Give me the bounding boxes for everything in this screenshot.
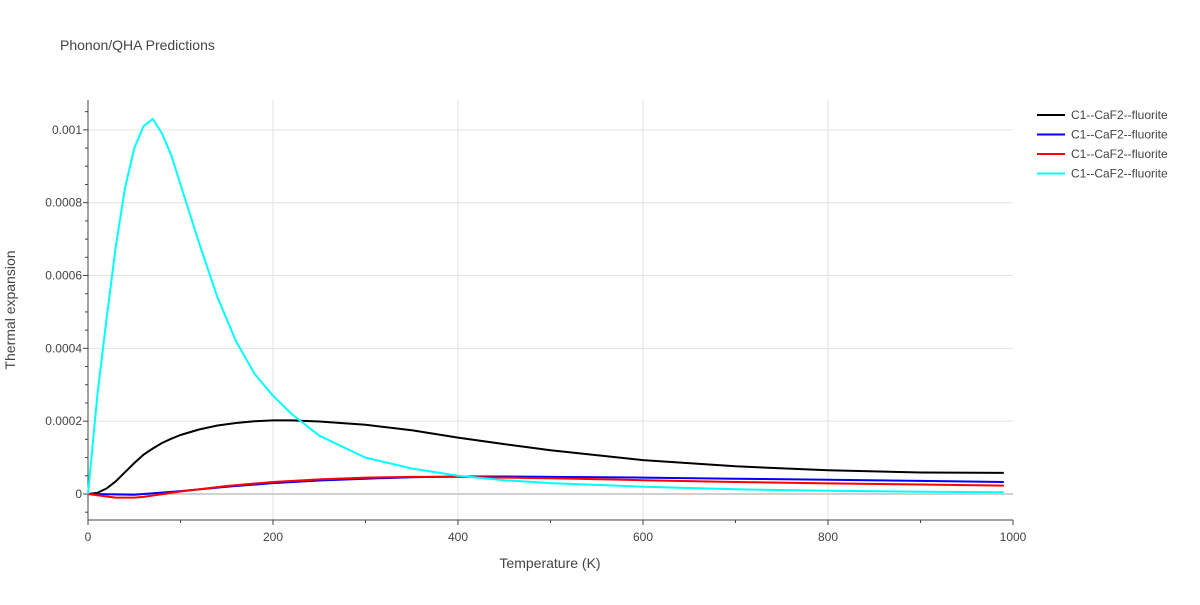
x-tick-label: 0 [85, 530, 92, 544]
legend-item-1[interactable]: C1--CaF2--fluorite [1037, 128, 1168, 142]
legend-label: C1--CaF2--fluorite [1071, 128, 1168, 142]
legend-item-2[interactable]: C1--CaF2--fluorite [1037, 147, 1168, 161]
y-tick-label: 0.0004 [45, 341, 82, 355]
y-tick-label: 0 [75, 487, 82, 501]
x-axis-label: Temperature (K) [499, 555, 600, 571]
x-tick-label: 600 [633, 530, 653, 544]
x-tick-label: 800 [818, 530, 838, 544]
series-line-2 [87, 475, 1004, 499]
legend-label: C1--CaF2--fluorite [1071, 147, 1168, 161]
legend-label: C1--CaF2--fluorite [1071, 108, 1168, 122]
y-axis-label: Thermal expansion [2, 250, 18, 369]
grid [88, 100, 1013, 520]
y-tick-label: 0.001 [52, 123, 82, 137]
axes: 0 200 400 600 800 1000 0 0.0002 0.0004 0.0006 0.00… [45, 100, 1027, 544]
legend-item-3[interactable]: C1--CaF2--fluorite [1037, 167, 1168, 181]
legend-item-0[interactable]: C1--CaF2--fluorite [1037, 108, 1168, 122]
y-tick-label: 0.0002 [45, 414, 82, 428]
series-lines [87, 117, 1004, 499]
x-tick-label: 200 [263, 530, 283, 544]
series-line-0 [87, 419, 1004, 495]
legend-label: C1--CaF2--fluorite [1071, 167, 1168, 181]
x-tick-label: 400 [448, 530, 468, 544]
y-tick-label: 0.0006 [45, 269, 82, 283]
series-line-3 [87, 117, 1004, 495]
x-tick-label: 1000 [1000, 530, 1027, 544]
legend[interactable]: C1--CaF2--fluorite C1--CaF2--fluorite C1--… [1037, 108, 1168, 181]
chart-title: Phonon/QHA Predictions [60, 37, 215, 53]
y-tick-label: 0.0008 [45, 196, 82, 210]
